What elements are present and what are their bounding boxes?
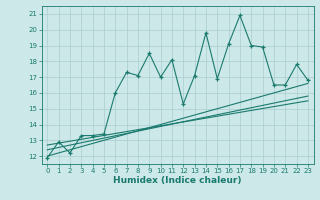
X-axis label: Humidex (Indice chaleur): Humidex (Indice chaleur): [113, 176, 242, 185]
